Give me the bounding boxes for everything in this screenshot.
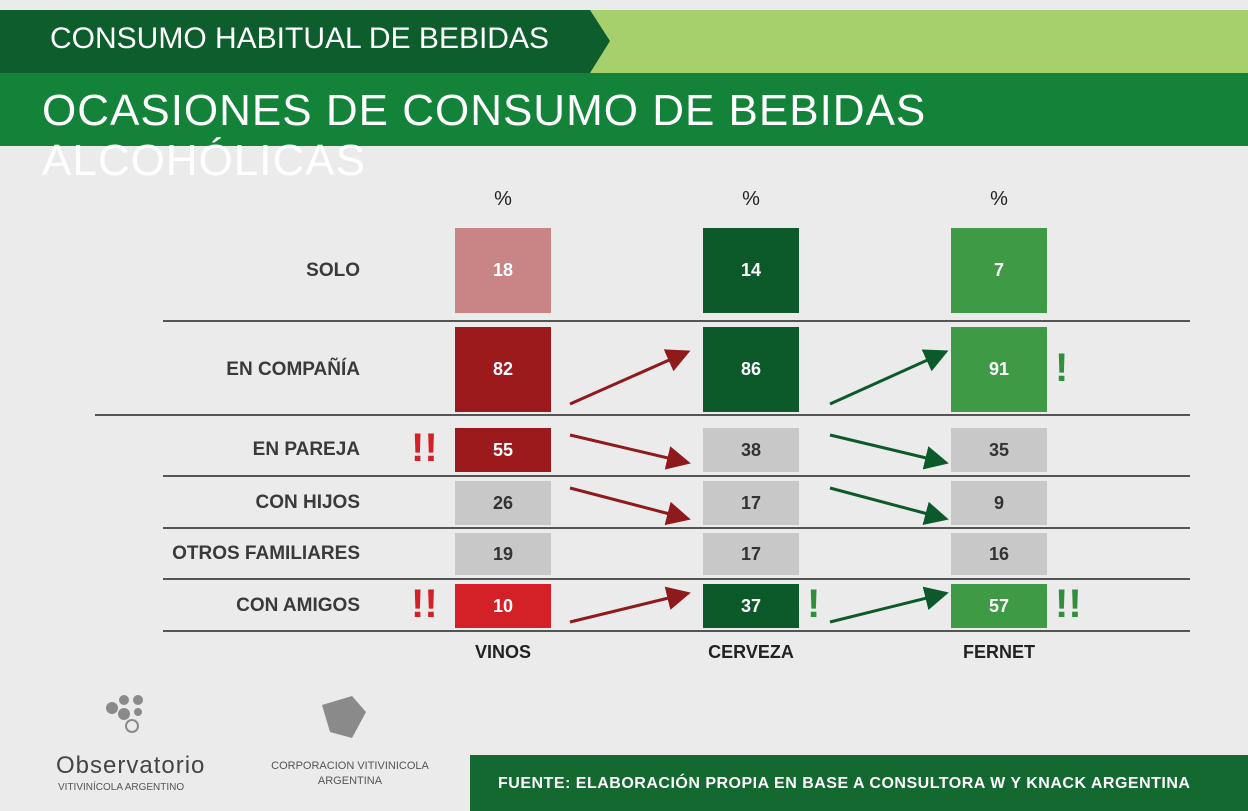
flag: !! xyxy=(1055,582,1082,626)
logo1-name: Observatorio xyxy=(56,752,206,779)
cell-value: 16 xyxy=(988,543,1010,564)
cell: 37 xyxy=(703,584,799,628)
cell: 86 xyxy=(703,327,799,412)
row-label: SOLO xyxy=(306,259,360,281)
cell: 9 xyxy=(951,481,1047,525)
logo2-line2: ARGENTINA xyxy=(317,775,383,787)
cell-value: 91 xyxy=(988,359,1010,379)
source: FUENTE: ELABORACIÓN PROPIA EN BASE A CON… xyxy=(498,775,1191,792)
cell: 17 xyxy=(703,533,799,575)
cell-value: 17 xyxy=(740,543,762,564)
cell: 57 xyxy=(951,584,1047,628)
header-arrow xyxy=(0,10,610,73)
row-divider xyxy=(163,320,1190,322)
cell: 26 xyxy=(455,481,551,525)
cell-value: 82 xyxy=(492,359,514,379)
flag: !! xyxy=(411,426,438,470)
column-label: FERNET xyxy=(963,642,1035,662)
row-label: OTROS FAMILIARES xyxy=(172,543,360,564)
column-label: CERVEZA xyxy=(708,642,794,662)
unit-label: % xyxy=(990,188,1008,210)
cell: 38 xyxy=(703,428,799,472)
cell-value: 26 xyxy=(492,492,514,513)
row-label: EN PAREJA xyxy=(252,439,360,460)
row-label: CON AMIGOS xyxy=(236,595,360,616)
flag: ! xyxy=(807,582,821,626)
cell-value: 55 xyxy=(492,439,514,460)
flag: !! xyxy=(411,582,438,626)
cell: 19 xyxy=(455,533,551,575)
row-divider xyxy=(163,527,1190,529)
cell: 17 xyxy=(703,481,799,525)
row-divider xyxy=(163,630,1190,632)
cell-value: 86 xyxy=(740,359,762,379)
cell: 7 xyxy=(951,228,1047,313)
cell-value: 10 xyxy=(492,595,514,616)
unit-label: % xyxy=(494,188,512,210)
cell: 14 xyxy=(703,228,799,313)
row-label: EN COMPAÑÍA xyxy=(226,358,360,380)
cell-value: 7 xyxy=(993,260,1004,280)
column-label: VINOS xyxy=(474,642,531,662)
logo2-line1: CORPORACION VITIVINICOLA xyxy=(271,760,429,772)
title-band xyxy=(0,73,1248,146)
cell-value: 9 xyxy=(993,492,1004,513)
cell: 10 xyxy=(455,584,551,628)
cell: 16 xyxy=(951,533,1047,575)
cell: 18 xyxy=(455,228,551,313)
cell-value: 37 xyxy=(740,595,762,616)
section-title: CONSUMO HABITUAL DE BEBIDAS xyxy=(50,22,549,55)
footer-band xyxy=(470,755,1248,811)
cell: 35 xyxy=(951,428,1047,472)
logo1-sub: VITIVINÍCOLA ARGENTINO xyxy=(58,782,185,793)
cell-value: 19 xyxy=(492,543,514,564)
row-label: CON HIJOS xyxy=(255,492,360,513)
flag: ! xyxy=(1055,345,1069,390)
cell: 55 xyxy=(455,428,551,472)
cell-value: 17 xyxy=(740,492,762,513)
cell-value: 18 xyxy=(492,260,514,280)
cell-value: 57 xyxy=(988,595,1010,616)
row-divider xyxy=(95,414,1190,416)
unit-label: % xyxy=(742,188,760,210)
row-divider xyxy=(163,578,1190,580)
cell: 82 xyxy=(455,327,551,412)
row-divider xyxy=(163,475,1190,477)
logo-icon xyxy=(106,695,366,738)
cell: 91 xyxy=(951,327,1047,412)
cell-value: 38 xyxy=(740,439,762,460)
cell-value: 14 xyxy=(740,260,762,280)
title: OCASIONES DE CONSUMO DE BEBIDAS ALCOHÓLI… xyxy=(42,86,927,185)
cell-value: 35 xyxy=(988,439,1010,460)
